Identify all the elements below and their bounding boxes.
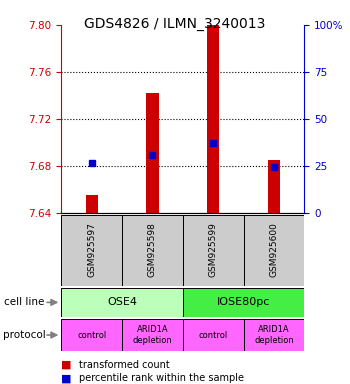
Text: control: control [77,331,106,339]
Text: protocol: protocol [4,330,46,340]
Bar [146,93,159,213]
Text: GSM925600: GSM925600 [270,222,279,276]
Bar [85,195,98,213]
Text: ■: ■ [61,373,72,383]
Text: GSM925599: GSM925599 [209,222,218,276]
Text: IOSE80pc: IOSE80pc [217,297,270,308]
Text: ARID1A
depletion: ARID1A depletion [254,325,294,345]
Text: cell line: cell line [4,297,44,308]
Text: ■: ■ [61,360,72,370]
Bar [122,319,183,351]
Text: OSE4: OSE4 [107,297,137,308]
Bar [61,215,122,286]
Bar [61,288,183,317]
Text: control: control [199,331,228,339]
Text: GDS4826 / ILMN_3240013: GDS4826 / ILMN_3240013 [84,17,266,31]
Bar [183,319,244,351]
Text: percentile rank within the sample: percentile rank within the sample [79,373,244,383]
Bar [61,319,122,351]
Bar [268,160,280,213]
Text: ARID1A
depletion: ARID1A depletion [133,325,172,345]
Bar [183,288,304,317]
Text: GSM925597: GSM925597 [87,222,96,276]
Text: transformed count: transformed count [79,360,169,370]
Bar [244,215,304,286]
Text: GSM925598: GSM925598 [148,222,157,276]
Bar [244,319,304,351]
Bar [207,25,219,213]
Bar [122,215,183,286]
Bar [183,215,244,286]
